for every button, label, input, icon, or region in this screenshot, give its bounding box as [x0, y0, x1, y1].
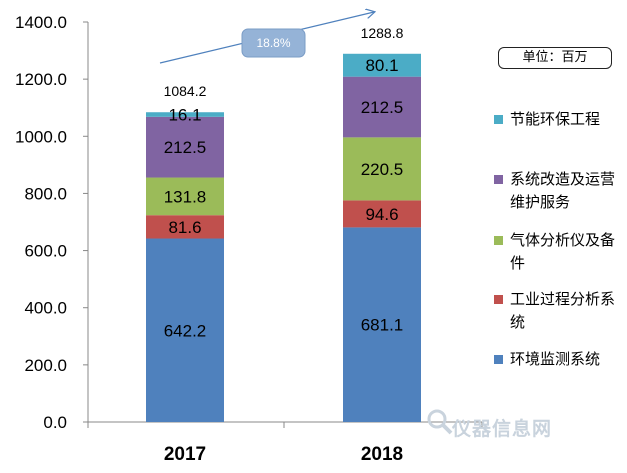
y-tick-label: 800.0 [24, 184, 67, 203]
watermark-text: 仪器信息网 [452, 418, 553, 440]
y-tick-label: 1000.0 [15, 127, 67, 146]
total-label: 1288.8 [361, 25, 404, 41]
legend-swatch [494, 175, 503, 184]
y-tick-label: 200.0 [24, 356, 67, 375]
legend-label: 节能环保工程 [510, 110, 601, 128]
legend-swatch [494, 236, 503, 245]
bar-segment [146, 238, 224, 422]
bar-segment [343, 137, 421, 201]
legend-swatch [494, 295, 503, 304]
total-label: 1084.2 [164, 83, 207, 99]
y-tick-label: 600.0 [24, 242, 67, 261]
legend-label: 系统改造及运营维护服务 [510, 170, 616, 211]
y-tick-label: 400.0 [24, 299, 67, 318]
data-label: 131.8 [164, 187, 207, 206]
bar-segment [146, 215, 224, 239]
bar-segment [343, 76, 421, 138]
x-tick-label: 2017 [164, 444, 206, 465]
data-label: 94.6 [365, 205, 398, 224]
data-label: 16.1 [168, 106, 201, 125]
data-label: 642.2 [164, 321, 207, 340]
bar-segment [146, 177, 224, 216]
bar-segment [146, 116, 224, 178]
legend-label: 环境监测系统 [510, 350, 601, 368]
watermark-logo-icon [427, 409, 453, 435]
legend-swatch [494, 355, 503, 364]
data-label: 80.1 [365, 56, 398, 75]
bar-segment [146, 112, 224, 117]
bar-segment [343, 200, 421, 228]
y-tick-label: 0.0 [43, 413, 67, 432]
data-label: 81.6 [168, 218, 201, 237]
legend-label: 工业过程分析系统 [510, 290, 616, 331]
legend-label: 气体分析仪及备件 [510, 231, 616, 272]
data-label: 212.5 [164, 138, 207, 157]
bar-segment [343, 53, 421, 77]
x-tick-label: 2018 [361, 444, 403, 465]
data-label: 212.5 [361, 98, 404, 117]
unit-label: 单位：百万 [498, 47, 612, 69]
y-tick-label: 1400.0 [15, 13, 67, 32]
growth-badge [241, 28, 306, 58]
data-label: 220.5 [361, 160, 404, 179]
data-label: 681.1 [361, 316, 404, 335]
growth-label: 18.8% [256, 36, 290, 50]
legend-swatch [494, 115, 503, 124]
y-tick-label: 1200.0 [15, 70, 67, 89]
bar-segment [343, 227, 421, 422]
